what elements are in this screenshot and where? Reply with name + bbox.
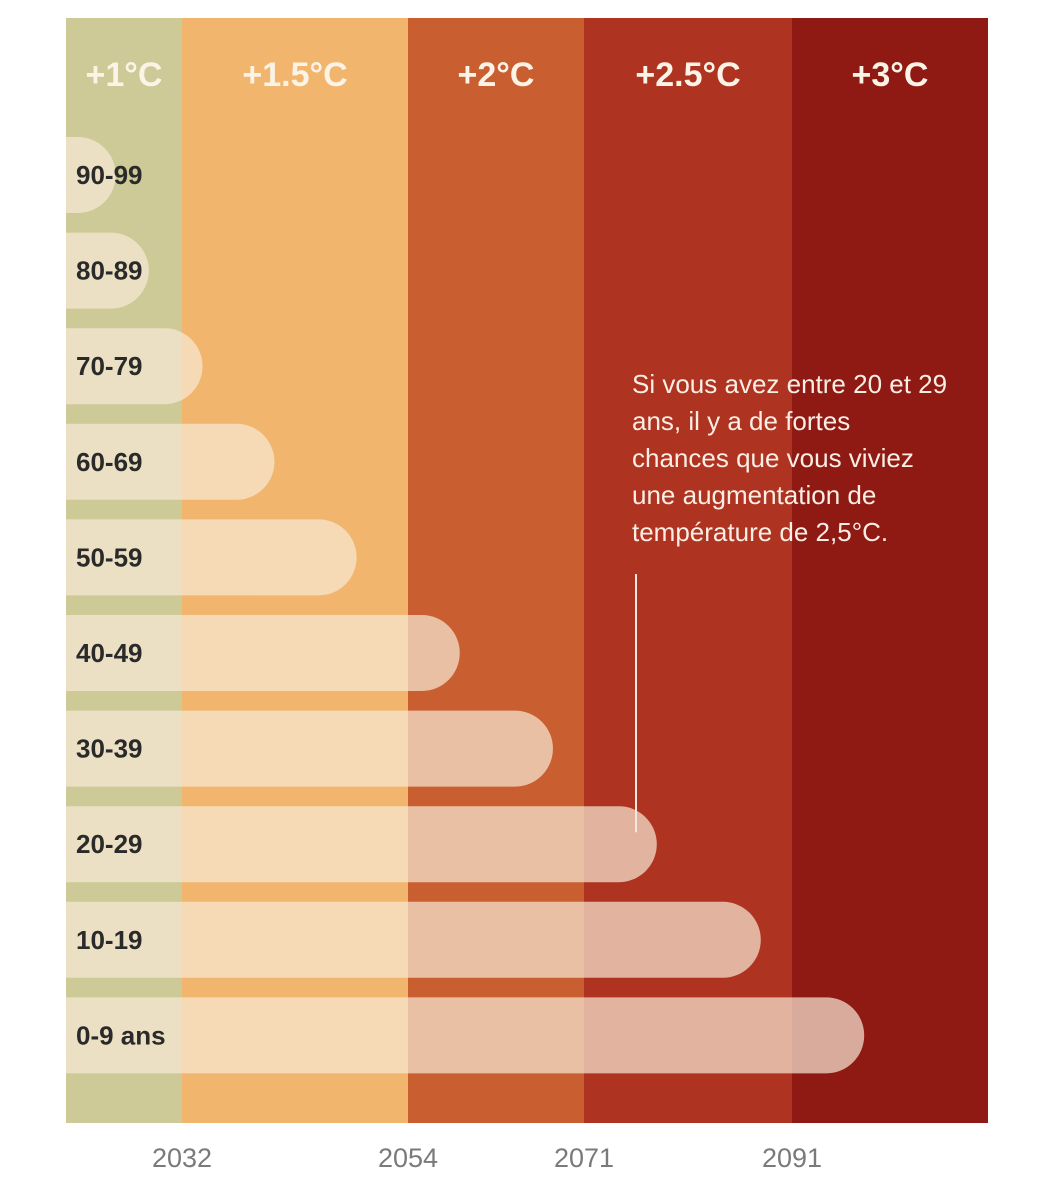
- age-label: 30-39: [76, 734, 143, 764]
- age-bar: [66, 137, 116, 213]
- age-bar: [66, 901, 761, 978]
- age-bar: [66, 519, 357, 596]
- band-label: +3°C: [852, 56, 929, 94]
- year-tick-label: 2054: [378, 1143, 438, 1173]
- year-tick-label: 2071: [554, 1143, 614, 1173]
- age-bar: [66, 232, 149, 309]
- band-label: +1.5°C: [242, 56, 347, 94]
- year-tick-label: 2032: [152, 1143, 212, 1173]
- band-label: +2.5°C: [635, 56, 740, 94]
- age-label: 0-9 ans: [76, 1020, 166, 1050]
- age-label: 50-59: [76, 542, 143, 572]
- annotation-text: Si vous avez entre 20 et 29 ans, il y a …: [632, 369, 948, 547]
- age-label: 70-79: [76, 351, 143, 381]
- band-label: +1°C: [86, 56, 163, 94]
- age-label: 80-89: [76, 256, 143, 286]
- temperature-band: [792, 18, 988, 1123]
- age-bar: [66, 423, 275, 500]
- age-label: 60-69: [76, 447, 143, 477]
- age-bar: [66, 328, 203, 405]
- age-bar: [66, 615, 460, 691]
- age-bar: [66, 806, 657, 883]
- year-tick-label: 2091: [762, 1143, 822, 1173]
- age-label: 90-99: [76, 160, 143, 190]
- age-label: 20-29: [76, 829, 143, 859]
- age-bar: [66, 710, 553, 787]
- age-label: 40-49: [76, 638, 143, 668]
- band-label: +2°C: [458, 56, 535, 94]
- age-label: 10-19: [76, 925, 143, 955]
- age-bar: [66, 997, 865, 1074]
